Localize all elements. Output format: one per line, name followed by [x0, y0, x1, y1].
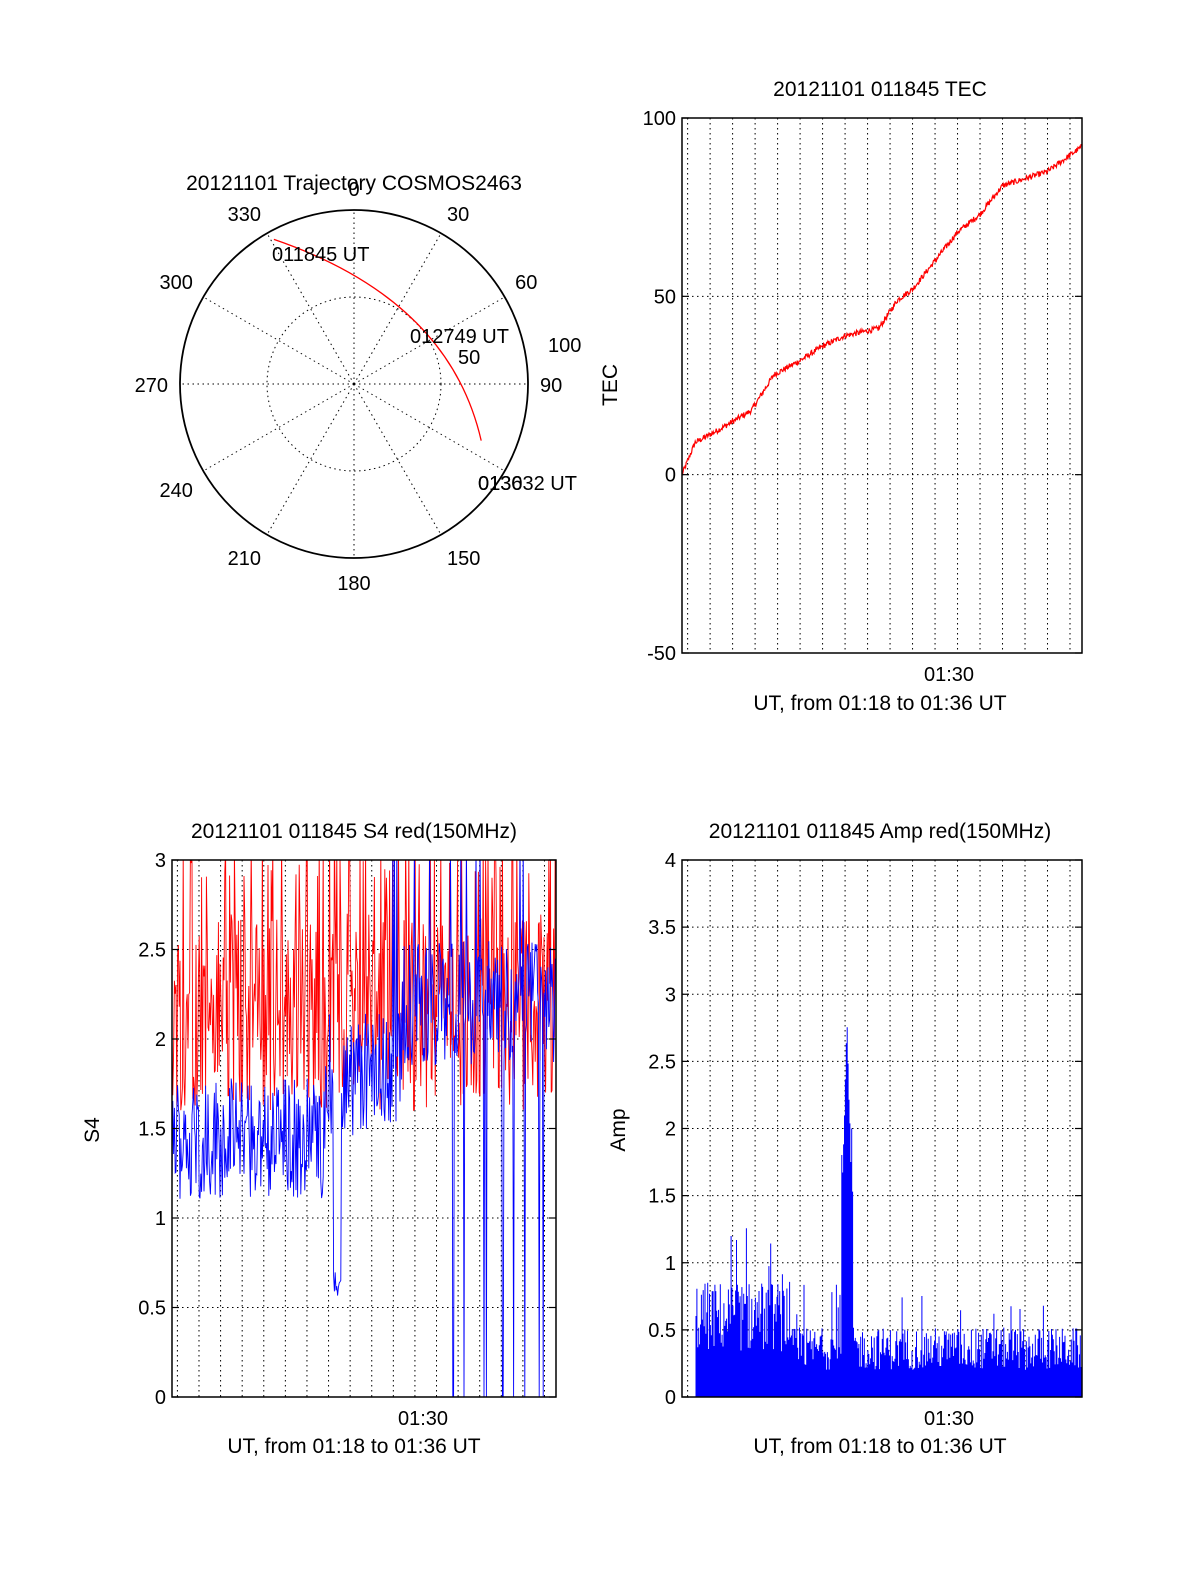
amp-panel: 20121101 011845 Amp red(150MHz) 0 0.5 1 1.5…	[607, 820, 1083, 1458]
tec-panel: 20121101 011845 TEC -50 0 50 100 01:30 UT, …	[599, 78, 1083, 715]
polar-angle-label: 0	[348, 179, 359, 201]
s4-y-label: S4	[81, 1117, 104, 1143]
y-tick-label: 0	[155, 1387, 166, 1409]
polar-angle-label: 30	[447, 204, 469, 226]
tec-grid	[682, 117, 1082, 654]
trajectory-start-label: 011845 UT	[272, 244, 369, 266]
y-tick-label: 0.5	[648, 1320, 676, 1342]
polar-angle-label: 300	[160, 272, 193, 294]
y-tick-label: 50	[654, 286, 676, 308]
amp-series-bars	[695, 1027, 1082, 1397]
amp-title: 20121101 011845 Amp red(150MHz)	[709, 820, 1051, 843]
polar-spoke	[203, 383, 355, 472]
s4-x-tick-0130: 01:30	[398, 1408, 448, 1430]
polar-spoke	[353, 296, 505, 385]
polar-radial-label: 100	[548, 335, 581, 357]
y-tick-label: 1	[665, 1253, 676, 1275]
trajectory-end-overlap-label: 0130	[478, 473, 523, 495]
polar-angle-label: 150	[447, 548, 480, 570]
y-tick-label: -50	[647, 643, 676, 665]
tec-title: 20121101 011845 TEC	[773, 78, 987, 101]
polar-inner-circle	[266, 296, 442, 472]
polar-angle-label: 90	[540, 375, 562, 397]
s4-x-label: UT, from 01:18 to 01:36 UT	[227, 1435, 480, 1458]
polar-title: 20121101 Trajectory COSMOS2463	[186, 172, 522, 195]
s4-panel: 20121101 011845 S4 red(150MHz) 0 0.5 1 1.5 2…	[81, 820, 557, 1458]
trajectory-mid-label: 012749 UT	[410, 326, 509, 348]
polar-angle-label: 330	[228, 204, 261, 226]
y-tick-label: 100	[643, 108, 676, 130]
trajectory-line	[273, 238, 482, 441]
polar-radial-label: 50	[458, 347, 480, 369]
y-tick-label: 1.5	[138, 1119, 166, 1141]
s4-blue-series	[172, 860, 556, 1397]
s4-red-series	[172, 860, 556, 1112]
y-tick-label: 3.5	[648, 917, 676, 939]
y-tick-label: 3	[665, 984, 676, 1006]
polar-spoke	[266, 383, 355, 535]
polar-angle-label: 210	[228, 548, 261, 570]
polar-spoke	[353, 233, 442, 385]
amp-y-label: Amp	[607, 1108, 630, 1151]
amp-x-tick-0130: 01:30	[924, 1408, 974, 1430]
tec-x-label: UT, from 01:18 to 01:36 UT	[753, 692, 1006, 715]
tec-y-label: TEC	[599, 364, 622, 406]
polar-spoke	[353, 383, 442, 535]
y-tick-label: 2.5	[648, 1051, 676, 1073]
y-tick-label: 0	[665, 1387, 676, 1409]
y-tick-label: 4	[665, 850, 676, 872]
s4-y-ticks: 0 0.5 1 1.5 2 2.5 3	[138, 850, 556, 1409]
tec-x-tick-0130: 01:30	[924, 664, 974, 686]
polar-grid	[179, 209, 529, 559]
polar-spoke	[266, 233, 355, 385]
polar-angle-label: 240	[160, 480, 193, 502]
polar-spoke	[353, 383, 505, 472]
polar-radial-labels: 50 100	[458, 335, 581, 369]
tec-series-line	[681, 144, 1082, 476]
y-tick-label: 3	[155, 850, 166, 872]
y-tick-label: 0	[665, 465, 676, 487]
y-tick-label: 1	[155, 1208, 166, 1230]
y-tick-label: 1.5	[648, 1186, 676, 1208]
tec-plot-frame	[681, 117, 1083, 654]
y-tick-label: 2.5	[138, 940, 166, 962]
y-tick-label: 0.5	[138, 1298, 166, 1320]
polar-angle-labels: 0 30 60 90 150 180 210 240 270 300 330	[135, 179, 563, 595]
amp-y-ticks: 0 0.5 1 1.5 2 2.5 3 3.5 4	[648, 850, 1082, 1409]
amp-x-label: UT, from 01:18 to 01:36 UT	[753, 1435, 1006, 1458]
y-tick-label: 2	[155, 1029, 166, 1051]
polar-outer-circle	[179, 209, 529, 559]
y-tick-label: 2	[665, 1119, 676, 1141]
polar-panel: 20121101 Trajectory COSMOS2463 0 30 60 90 15…	[135, 172, 582, 595]
polar-angle-label: 60	[515, 272, 537, 294]
polar-spoke	[203, 296, 355, 385]
s4-title: 20121101 011845 S4 red(150MHz)	[191, 820, 517, 843]
trajectory-end-label: 013632 UT	[478, 473, 577, 495]
polar-angle-label: 180	[337, 573, 370, 595]
tec-y-ticks: -50 0 50 100	[643, 108, 1082, 665]
polar-angle-label: 270	[135, 375, 168, 397]
